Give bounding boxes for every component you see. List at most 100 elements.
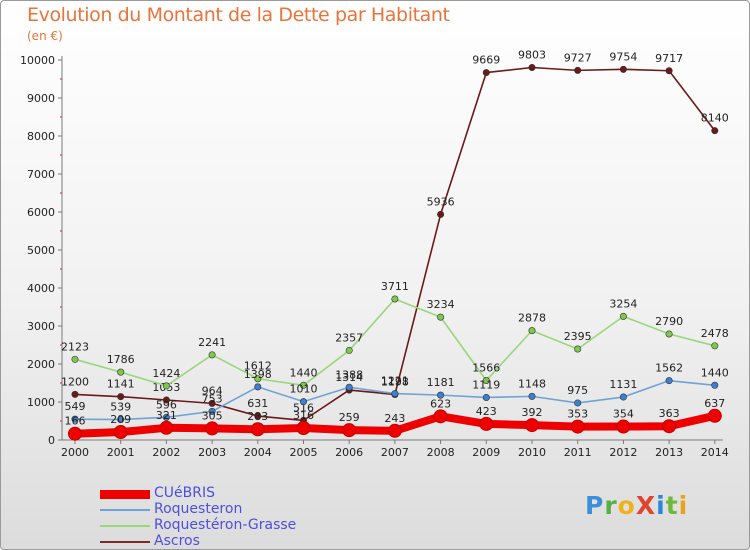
data-label-ascros: 1200: [61, 375, 89, 388]
data-label-cuebris: 423: [476, 405, 497, 418]
data-label-roquesteron-grasse: 1566: [472, 361, 500, 374]
data-label-roquesteron: 753: [202, 392, 223, 405]
data-label-roquesteron-grasse: 1786: [107, 353, 135, 366]
data-label-roquesteron-grasse: 2878: [518, 312, 546, 325]
data-point-roquesteron-grasse: [345, 346, 353, 354]
data-label-roquesteron-grasse: 2357: [335, 331, 363, 344]
y-tick-label: 0: [48, 434, 55, 447]
y-tick-label: 1000: [27, 396, 55, 409]
data-point-roquesteron-grasse: [117, 368, 125, 376]
data-point-roquesteron-grasse: [162, 382, 170, 390]
data-point-roquesteron-grasse: [528, 327, 536, 335]
data-point-roquesteron: [711, 381, 719, 389]
data-point-roquesteron: [665, 377, 673, 385]
legend-label-ascros: Ascros: [154, 533, 200, 549]
data-label-cuebris: 321: [156, 409, 177, 422]
data-point-cuebris: [707, 408, 722, 423]
data-point-roquesteron: [528, 392, 536, 400]
data-point-roquesteron: [254, 383, 262, 391]
x-tick-label: 2001: [107, 446, 135, 459]
data-point-cuebris: [387, 423, 402, 438]
data-point-ascros: [619, 65, 627, 73]
data-point-ascros: [711, 127, 719, 135]
proxiti-logo: ProXiti: [585, 491, 689, 520]
chart-title: Evolution du Montant de la Dette par Hab…: [27, 4, 450, 26]
data-point-cuebris: [433, 409, 448, 424]
data-point-cuebris: [662, 419, 677, 434]
data-label-cuebris: 623: [430, 397, 451, 410]
data-label-cuebris: 353: [567, 408, 588, 421]
legend: CUéBRIS Roquesteron Roquestéron-Grasse A…: [100, 485, 360, 550]
data-point-ascros: [574, 66, 582, 74]
data-point-roquesteron: [208, 407, 216, 415]
data-point-roquesteron: [71, 415, 79, 423]
y-tick-label: 8000: [27, 130, 55, 143]
data-label-roquesteron-grasse: 2395: [564, 330, 592, 343]
x-tick-label: 2004: [244, 446, 272, 459]
data-label-roquesteron: 1181: [427, 376, 455, 389]
legend-item-roquesteron: Roquesteron: [100, 501, 360, 518]
data-point-ascros: [254, 412, 262, 420]
data-point-ascros: [437, 210, 445, 218]
data-point-roquesteron-grasse: [574, 345, 582, 353]
data-label-roquesteron: 549: [65, 400, 86, 413]
data-label-cuebris: 243: [384, 412, 405, 425]
x-tick-label: 2008: [427, 446, 455, 459]
legend-swatch-cuebris: [100, 489, 150, 499]
chart-unit: (en €): [27, 29, 63, 43]
data-label-roquesteron-grasse: 3234: [427, 298, 455, 311]
data-point-ascros: [482, 69, 490, 77]
data-point-cuebris: [68, 426, 82, 441]
data-label-ascros: 8140: [701, 112, 729, 125]
x-tick-label: 2007: [381, 446, 409, 459]
x-tick-label: 2012: [609, 446, 637, 459]
y-tick-label: 7000: [27, 168, 55, 181]
data-point-ascros: [71, 390, 79, 398]
data-point-roquesteron-grasse: [71, 355, 79, 363]
y-tick-label: 5000: [27, 244, 55, 257]
y-tick-label: 3000: [27, 320, 55, 333]
data-label-cuebris: 209: [110, 413, 131, 426]
x-tick-label: 2013: [655, 446, 683, 459]
data-point-roquesteron: [619, 393, 627, 401]
data-label-roquesteron: 1440: [701, 366, 729, 379]
data-label-roquesteron: 1562: [655, 362, 683, 375]
x-tick-label: 2010: [518, 446, 546, 459]
y-tick-label: 10000: [20, 54, 55, 67]
data-label-cuebris: 259: [339, 411, 360, 424]
data-label-roquesteron-grasse: 3711: [381, 280, 409, 293]
legend-label-cuebris: CUéBRIS: [154, 485, 215, 501]
data-point-cuebris: [113, 425, 128, 440]
legend-swatch-ascros: [100, 541, 150, 543]
x-tick-label: 2014: [701, 446, 729, 459]
data-point-ascros: [117, 393, 125, 401]
x-tick-label: 2006: [335, 446, 363, 459]
data-label-ascros: 9669: [472, 54, 500, 67]
data-point-roquesteron-grasse: [391, 295, 399, 303]
data-label-ascros: 1314: [335, 371, 363, 384]
data-point-roquesteron: [437, 391, 445, 399]
data-label-roquesteron: 1131: [609, 378, 637, 391]
legend-item-roquesteron-grasse: Roquestéron-Grasse: [100, 517, 360, 534]
data-label-roquesteron: 1398: [244, 368, 272, 381]
data-label-roquesteron: 1119: [472, 378, 500, 391]
x-tick-label: 2000: [61, 446, 89, 459]
data-label-ascros: 9727: [564, 51, 592, 64]
data-label-roquesteron: 539: [110, 401, 131, 414]
y-tick-label: 6000: [27, 206, 55, 219]
data-point-ascros: [208, 399, 216, 407]
data-label-roquesteron: 1221: [381, 375, 409, 388]
data-label-ascros: 516: [293, 401, 314, 414]
data-point-roquesteron-grasse: [711, 342, 719, 350]
data-point-cuebris: [479, 416, 494, 431]
data-label-roquesteron: 1388: [335, 368, 363, 381]
data-label-ascros: 1141: [107, 378, 135, 391]
data-label-ascros: 1198: [381, 375, 409, 388]
data-label-cuebris: 363: [659, 407, 680, 420]
data-point-roquesteron: [391, 390, 399, 398]
data-point-cuebris: [296, 420, 311, 435]
data-point-cuebris: [342, 423, 357, 438]
data-label-cuebris: 166: [65, 415, 86, 428]
